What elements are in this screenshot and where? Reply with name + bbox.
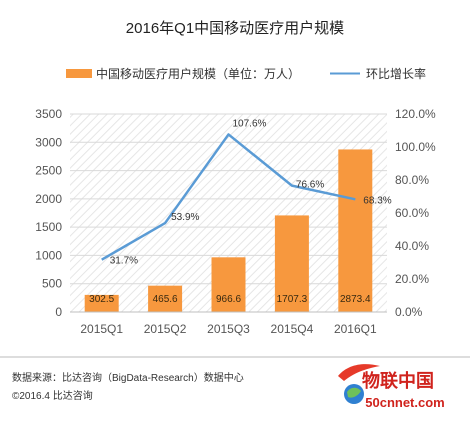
- category-label: 2015Q2: [144, 322, 187, 336]
- bar-value-label: 2873.4: [340, 294, 371, 305]
- category-label: 2015Q1: [80, 322, 123, 336]
- category-axis: 2015Q1 2015Q2 2015Q3 2015Q4 2016Q1: [70, 311, 387, 336]
- right-tick-label: 60.0%: [395, 206, 429, 220]
- source-note: 数据来源：比达咨询（BigData-Research）数据中心: [12, 371, 244, 384]
- chart-title: 2016年Q1中国移动医疗用户规模: [126, 20, 344, 37]
- bar: [274, 215, 309, 312]
- bar: [211, 257, 246, 312]
- left-tick-label: 3000: [35, 135, 62, 149]
- left-tick-label: 1000: [35, 248, 62, 262]
- logo-swoosh-icon: [338, 364, 380, 381]
- legend-label-bar: 中国移动医疗用户规模（单位：万人）: [96, 66, 300, 81]
- right-tick-label: 40.0%: [395, 239, 429, 253]
- right-axis-ticks: 0.0% 20.0% 40.0% 60.0% 80.0% 100.0% 120.0%: [395, 107, 436, 319]
- right-tick-label: 100.0%: [395, 140, 436, 154]
- left-tick-label: 2500: [35, 164, 62, 178]
- category-label: 2016Q1: [334, 322, 377, 336]
- line-value-label: 53.9%: [171, 212, 199, 223]
- legend: 中国移动医疗用户规模（单位：万人） 环比增长率: [66, 66, 426, 81]
- growth-rate-line: [101, 133, 356, 261]
- bar: [84, 294, 119, 312]
- right-tick-label: 80.0%: [395, 173, 429, 187]
- line-series: 31.7% 53.9% 107.6% 76.6% 68.3%: [101, 118, 392, 267]
- bar: [338, 149, 373, 312]
- category-label: 2015Q3: [207, 322, 250, 336]
- bar-value-label: 1707.3: [277, 294, 308, 305]
- watermark-url: 50cnnet.com: [365, 395, 444, 410]
- bar-series: 302.5 465.6 966.6 1707.3 2873.4: [84, 149, 373, 312]
- right-tick-label: 120.0%: [395, 107, 436, 121]
- copyright-note: ©2016.4 比达咨询: [12, 389, 93, 402]
- left-axis-ticks: 0 500 1000 1500 2000 2500 3000 3500: [35, 107, 62, 319]
- legend-swatch-bar: [66, 69, 92, 78]
- bar-value-label: 465.6: [153, 294, 178, 305]
- bar-value-label: 966.6: [216, 294, 241, 305]
- line-value-label: 76.6%: [296, 180, 324, 191]
- left-tick-label: 2000: [35, 192, 62, 206]
- right-tick-label: 20.0%: [395, 272, 429, 286]
- left-tick-label: 1500: [35, 220, 62, 234]
- line-value-label: 68.3%: [363, 195, 391, 206]
- line-value-label: 107.6%: [233, 118, 267, 129]
- watermark-name: 物联中国: [362, 370, 434, 391]
- right-tick-label: 0.0%: [395, 305, 423, 319]
- bar-value-label: 302.5: [89, 294, 114, 305]
- left-tick-label: 0: [55, 305, 62, 319]
- watermark-logo: 物联中国 50cnnet.com: [338, 364, 445, 410]
- bar: [148, 285, 183, 312]
- left-tick-label: 3500: [35, 107, 62, 121]
- legend-label-line: 环比增长率: [366, 66, 426, 81]
- line-value-label: 31.7%: [110, 256, 138, 267]
- category-label: 2015Q4: [271, 322, 314, 336]
- left-tick-label: 500: [42, 277, 62, 291]
